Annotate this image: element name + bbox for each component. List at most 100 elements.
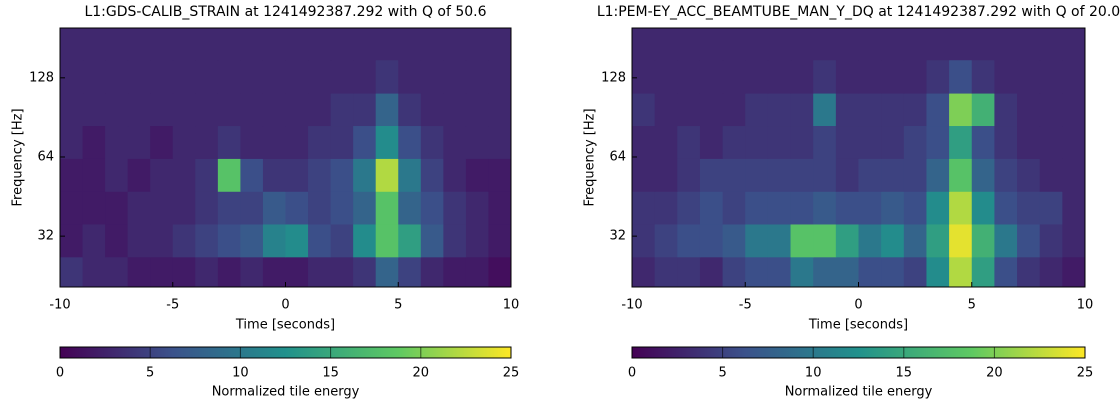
tile bbox=[654, 158, 678, 192]
tile bbox=[994, 59, 1018, 94]
tile bbox=[971, 256, 995, 287]
tile bbox=[1017, 256, 1041, 287]
tile bbox=[858, 256, 882, 287]
x-tick-label: 10 bbox=[1077, 298, 1094, 313]
tile bbox=[699, 158, 724, 192]
tile bbox=[420, 191, 444, 225]
tile bbox=[1039, 158, 1063, 192]
tile bbox=[722, 158, 746, 192]
tile bbox=[443, 59, 467, 94]
tile bbox=[353, 158, 377, 192]
tile bbox=[82, 59, 106, 94]
tile bbox=[105, 125, 129, 159]
tile bbox=[420, 223, 444, 258]
tile bbox=[903, 158, 927, 192]
tile bbox=[82, 28, 106, 61]
tile bbox=[217, 158, 241, 192]
tile bbox=[420, 158, 444, 192]
x-axis-label: Time [seconds] bbox=[808, 318, 908, 333]
tile bbox=[150, 158, 174, 192]
tile bbox=[420, 28, 444, 61]
tile bbox=[330, 256, 354, 287]
tile bbox=[82, 125, 106, 159]
tile bbox=[308, 191, 332, 225]
tile bbox=[926, 256, 950, 287]
tile bbox=[105, 158, 129, 192]
tile bbox=[971, 28, 995, 61]
tile bbox=[330, 158, 354, 192]
tile bbox=[172, 158, 196, 192]
tile bbox=[790, 223, 814, 258]
tile bbox=[813, 223, 837, 258]
tile bbox=[971, 125, 995, 159]
tile bbox=[1062, 125, 1085, 159]
tile bbox=[150, 59, 174, 94]
tile bbox=[1062, 223, 1085, 258]
colorbar-tick-label: 5 bbox=[718, 366, 726, 381]
tile bbox=[398, 93, 422, 127]
tile bbox=[881, 256, 905, 287]
colorbar-tick-label: 20 bbox=[413, 366, 430, 381]
tile bbox=[926, 191, 950, 225]
tile bbox=[881, 125, 905, 159]
tile bbox=[994, 93, 1018, 127]
tile bbox=[632, 256, 656, 287]
tile bbox=[699, 28, 724, 61]
tile bbox=[994, 256, 1018, 287]
tile bbox=[285, 191, 309, 225]
tile bbox=[398, 223, 422, 258]
tile bbox=[1039, 191, 1063, 225]
tile bbox=[722, 125, 746, 159]
x-tick-label: 0 bbox=[281, 298, 289, 313]
tile bbox=[60, 93, 84, 127]
colorbar-tick-label: 25 bbox=[1077, 366, 1094, 381]
tile bbox=[1062, 59, 1085, 94]
tile bbox=[240, 158, 264, 192]
tile bbox=[105, 256, 129, 287]
tile bbox=[262, 93, 286, 127]
tile bbox=[790, 158, 814, 192]
tile bbox=[881, 158, 905, 192]
tile bbox=[150, 125, 174, 159]
tile bbox=[308, 223, 332, 258]
tile bbox=[353, 59, 377, 94]
tile bbox=[443, 125, 467, 159]
tile bbox=[677, 191, 701, 225]
tile bbox=[881, 59, 905, 94]
tile bbox=[217, 59, 241, 94]
tile bbox=[127, 223, 151, 258]
tile bbox=[971, 59, 995, 94]
tile bbox=[926, 59, 950, 94]
tile bbox=[632, 125, 656, 159]
tile bbox=[443, 256, 467, 287]
tile bbox=[790, 256, 814, 287]
tile bbox=[1062, 191, 1085, 225]
tile bbox=[745, 125, 769, 159]
tile bbox=[308, 59, 332, 94]
tile bbox=[285, 59, 309, 94]
tile bbox=[699, 93, 724, 127]
tile bbox=[745, 191, 769, 225]
tile bbox=[767, 191, 792, 225]
tile bbox=[1017, 158, 1041, 192]
tile bbox=[903, 93, 927, 127]
tile bbox=[375, 125, 399, 159]
tile bbox=[835, 93, 859, 127]
tile bbox=[835, 256, 859, 287]
tile bbox=[1039, 59, 1063, 94]
tile bbox=[465, 59, 489, 94]
tile bbox=[632, 59, 656, 94]
tile bbox=[949, 93, 973, 127]
y-tick-label: 128 bbox=[29, 70, 54, 85]
tile bbox=[745, 256, 769, 287]
tile bbox=[1017, 28, 1041, 61]
tile bbox=[195, 28, 219, 61]
tile bbox=[1039, 28, 1063, 61]
tile bbox=[699, 223, 724, 258]
tile bbox=[330, 191, 354, 225]
tile bbox=[1062, 28, 1085, 61]
tile bbox=[1017, 59, 1041, 94]
tile bbox=[903, 191, 927, 225]
tile bbox=[443, 191, 467, 225]
colorbar-tick-label: 5 bbox=[146, 366, 154, 381]
